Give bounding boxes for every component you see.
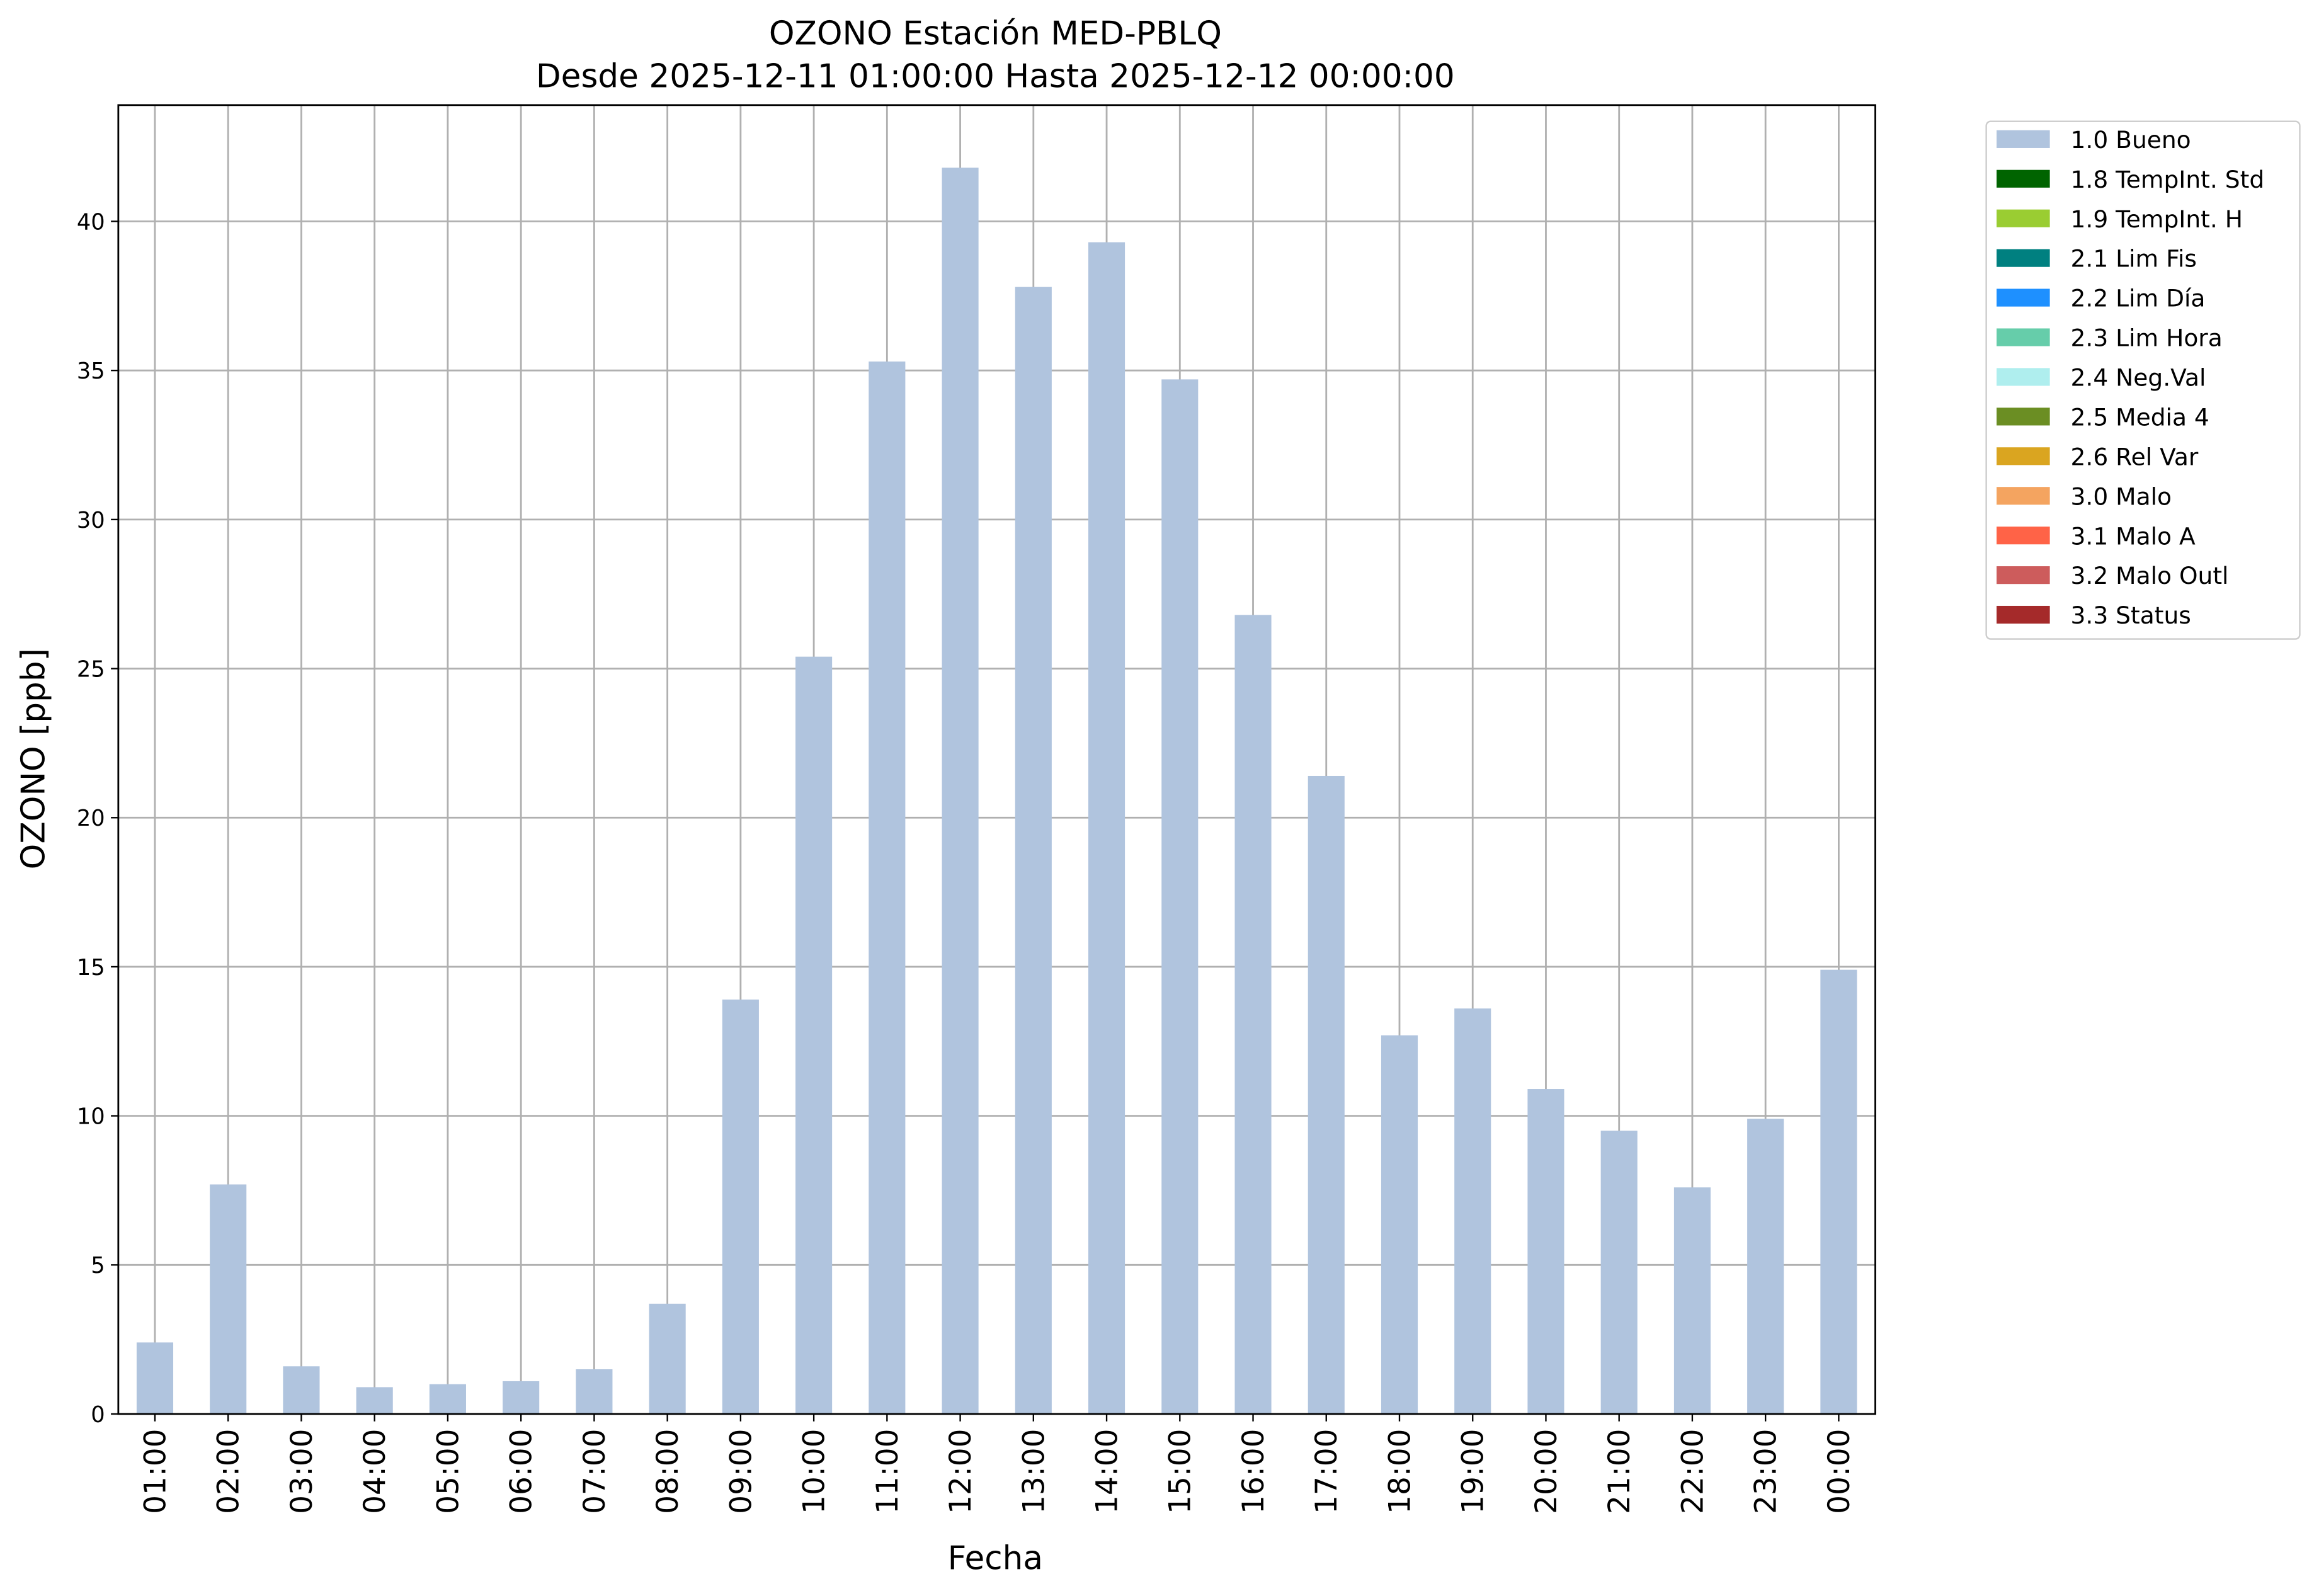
x-tick-label: 16:00 [1236,1429,1271,1514]
bar [649,1303,686,1415]
chart-title: OZONO Estación MED-PBLQ [769,15,1222,53]
x-tick-label: 23:00 [1749,1429,1784,1514]
legend-swatch [1997,605,2050,624]
legend-swatch [1997,368,2050,386]
x-tick-label: 07:00 [578,1429,612,1514]
x-tick-label: 19:00 [1456,1429,1491,1514]
legend-label: 2.1 Lim Fis [2071,245,2197,273]
plot-frame [117,104,1876,1415]
bar [1015,287,1052,1415]
x-tick-label: 01:00 [138,1429,173,1514]
chart-subtitle: Desde 2025-12-11 01:00:00 Hasta 2025-12-… [536,58,1455,96]
legend-label: 1.9 TempInt. H [2071,205,2243,233]
x-tick-label: 18:00 [1382,1429,1417,1514]
y-tick-label: 35 [77,358,105,384]
bar [869,361,906,1415]
y-tick-label: 15 [77,955,105,981]
legend: 1.0 Bueno 1.8 TempInt. Std 1.9 TempInt. H 2… [1985,120,2301,640]
bar [1673,1187,1711,1415]
legend-swatch [1997,487,2050,505]
x-tick-label: 04:00 [358,1429,392,1514]
bar [1747,1119,1784,1415]
bar [1381,1035,1418,1415]
legend-swatch [1997,169,2050,188]
x-tick-label: 20:00 [1529,1429,1564,1514]
legend-label: 1.8 TempInt. Std [2071,166,2265,193]
bar [722,1000,759,1415]
x-tick-label: 21:00 [1602,1429,1637,1514]
legend-swatch [1997,249,2050,267]
bar [1161,379,1199,1415]
x-tick-label: 05:00 [431,1429,465,1514]
bar [576,1369,613,1415]
legend-swatch [1997,328,2050,346]
legend-label: 3.2 Malo Outl [2071,562,2229,590]
x-tick-label: 17:00 [1309,1429,1344,1514]
legend-swatch [1997,447,2050,465]
bar [795,656,833,1415]
x-tick-label: 12:00 [943,1429,978,1514]
legend-label: 2.6 Rel Var [2071,443,2199,470]
bar [1454,1008,1491,1415]
bars [136,168,1857,1415]
x-tick-label: 22:00 [1675,1429,1710,1514]
bar [429,1384,466,1415]
bar [356,1387,393,1415]
x-tick-label: 03:00 [285,1429,319,1514]
bar [1527,1089,1564,1415]
bar [1308,775,1345,1415]
legend-label: 3.3 Status [2071,601,2191,629]
legend-swatch [1997,288,2050,307]
y-tick-label: 25 [77,656,105,682]
legend-swatch [1997,130,2050,148]
bar [1820,969,1857,1415]
x-tick-label: 14:00 [1090,1429,1124,1514]
legend-label: 3.1 Malo A [2071,522,2196,550]
x-tick-label: 08:00 [651,1429,685,1514]
x-tick-label: 13:00 [1017,1429,1051,1514]
y-tick-label: 5 [91,1253,105,1279]
legend-label: 2.2 Lim Día [2071,285,2206,312]
x-axis-label: Fecha [948,1540,1043,1578]
y-tick-label: 10 [77,1104,105,1130]
y-tick-label: 0 [91,1402,105,1428]
legend-label: 2.5 Media 4 [2071,403,2209,431]
legend-label: 2.3 Lim Hora [2071,324,2223,352]
x-tick-label: 09:00 [724,1429,758,1514]
legend-swatch [1997,408,2050,426]
legend-box [1985,120,2301,640]
legend-label: 1.0 Bueno [2071,126,2191,154]
x-tick-label: 15:00 [1163,1429,1198,1514]
x-tick-label: 11:00 [870,1429,905,1514]
bar [283,1366,320,1415]
x-tick-label: 10:00 [797,1429,832,1514]
y-tick-label: 30 [77,508,105,533]
legend-label: 2.4 Neg.Val [2071,364,2206,392]
bar [1600,1131,1638,1415]
bar [942,168,979,1415]
bar [1234,615,1272,1415]
bar [503,1381,540,1415]
bar [1088,242,1125,1415]
bar [136,1342,174,1415]
x-tick-label: 02:00 [212,1429,246,1514]
legend-swatch [1997,527,2050,545]
legend-swatch [1997,566,2050,584]
legend-swatch [1997,209,2050,227]
legend-label: 3.0 Malo [2071,482,2172,510]
y-tick-label: 40 [77,209,105,235]
ticks: 0 5 10 15 20 25 30 35 40 01:00 02:00 03:00 04:00 05:0… [77,209,1857,1513]
x-tick-label: 06:00 [504,1429,539,1514]
bar [210,1184,247,1415]
y-tick-label: 20 [77,806,105,831]
x-tick-label: 00:00 [1822,1429,1857,1514]
y-axis-label: OZONO [ppb] [14,648,52,869]
